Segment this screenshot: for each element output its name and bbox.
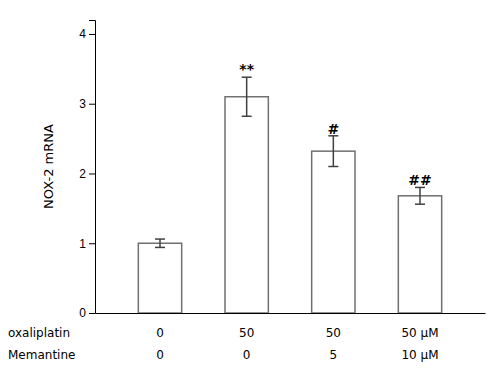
y-tick: 1 [79,237,95,251]
row-label: Memantine [8,348,75,362]
annotation: ## [408,172,431,188]
category-label: 0 [156,348,164,362]
y-tick-label: 3 [79,97,86,111]
error-bar-cap [415,203,425,205]
y-tick-label: 0 [79,306,86,320]
error-bar-cap [155,247,165,249]
y-axis-title: NOX-2 mRNA [41,124,56,209]
category-label: 10 μM [401,348,438,362]
annotation: ** [239,61,254,77]
error-bar [415,187,425,204]
category-label: 50 [239,326,254,340]
row-label: oxaliplatin [8,326,70,340]
y-tick: 0 [79,306,95,320]
category-label: 0 [243,348,251,362]
error-bar-stem [159,239,161,247]
y-tick-mark [89,104,95,105]
chart-container: 01234**###oxaliplatin0505050 μMMemantine… [0,0,500,388]
annotation: # [327,121,339,137]
y-tick-mark [89,173,95,174]
y-tick-mark [89,34,95,35]
error-bar-stem [333,136,335,167]
error-bar-cap [328,166,338,168]
y-tick-label: 4 [79,27,86,41]
error-bar [155,239,165,247]
error-bar-stem [246,77,248,116]
annotations: **### [239,61,431,188]
error-bar-cap [155,238,165,240]
x-axis [96,313,486,314]
y-tick-label: 1 [79,237,86,251]
y-tick: 3 [79,97,95,111]
marks [138,77,441,313]
category-label: 5 [330,348,338,362]
error-bar [328,136,338,167]
y-axis: 0 1 2 3 4 [79,21,95,321]
category-label: 50 [326,326,341,340]
y-axis-line [89,21,96,314]
bar [312,151,355,313]
plot: 01234**###oxaliplatin0505050 μMMemantine… [8,21,486,363]
y-tick-mark [89,243,95,244]
category-rows: oxaliplatin 0 50 50 50 μM Memantine 0 0 5 10 μM [8,326,439,362]
bar [398,196,441,313]
y-tick: 4 [79,27,95,41]
category-label: 0 [156,326,164,340]
bar [138,243,181,313]
bar [225,97,268,313]
chart-svg: 01234**###oxaliplatin0505050 μMMemantine… [0,0,500,388]
y-tick-mark [89,313,95,314]
error-bar-cap [242,116,252,118]
y-tick-label: 2 [79,167,86,181]
error-bar [242,77,252,116]
y-tick: 2 [79,167,95,181]
error-bar-stem [419,187,421,204]
x-axis-line [96,313,486,314]
category-label: 50 μM [401,326,438,340]
